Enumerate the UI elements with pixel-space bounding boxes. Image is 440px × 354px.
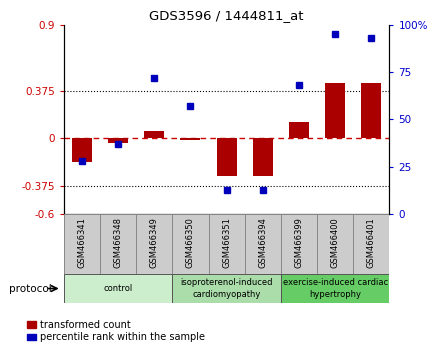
Bar	[216, 138, 237, 176]
Bar	[144, 131, 164, 138]
Bar	[180, 138, 200, 140]
FancyBboxPatch shape	[136, 214, 172, 274]
FancyBboxPatch shape	[245, 214, 281, 274]
Text: isoproterenol-induced
cardiomyopathy: isoproterenol-induced cardiomyopathy	[180, 279, 273, 298]
FancyBboxPatch shape	[281, 214, 317, 274]
FancyBboxPatch shape	[353, 214, 389, 274]
Bar	[325, 83, 345, 138]
Text: GSM466349: GSM466349	[150, 217, 159, 268]
Text: GSM466394: GSM466394	[258, 217, 267, 268]
FancyBboxPatch shape	[209, 214, 245, 274]
Bar	[72, 138, 92, 162]
Legend: transformed count, percentile rank within the sample: transformed count, percentile rank withi…	[27, 320, 205, 342]
Bar	[361, 83, 381, 138]
Text: GSM466400: GSM466400	[330, 217, 340, 268]
Text: exercise-induced cardiac
hypertrophy: exercise-induced cardiac hypertrophy	[282, 279, 388, 298]
Bar	[289, 122, 309, 138]
FancyBboxPatch shape	[281, 274, 389, 303]
Text: protocol: protocol	[9, 284, 51, 294]
Text: GSM466401: GSM466401	[367, 217, 376, 268]
Bar	[253, 138, 273, 176]
Title: GDS3596 / 1444811_at: GDS3596 / 1444811_at	[149, 9, 304, 22]
Text: GSM466351: GSM466351	[222, 217, 231, 268]
FancyBboxPatch shape	[64, 214, 100, 274]
FancyBboxPatch shape	[317, 214, 353, 274]
Text: GSM466350: GSM466350	[186, 217, 195, 268]
Text: control: control	[103, 284, 133, 293]
FancyBboxPatch shape	[172, 214, 209, 274]
Text: GSM466399: GSM466399	[294, 217, 304, 268]
Bar	[108, 138, 128, 143]
Text: GSM466348: GSM466348	[114, 217, 123, 268]
Text: GSM466341: GSM466341	[77, 217, 86, 268]
FancyBboxPatch shape	[172, 274, 281, 303]
FancyBboxPatch shape	[64, 274, 172, 303]
FancyBboxPatch shape	[100, 214, 136, 274]
